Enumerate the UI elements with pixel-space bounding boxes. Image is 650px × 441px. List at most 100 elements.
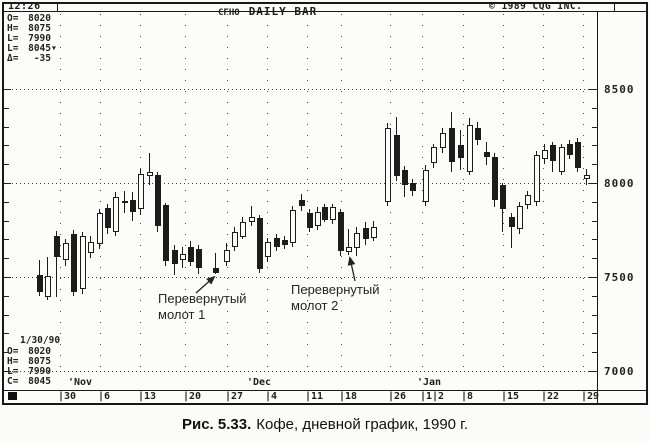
candle-body (440, 133, 446, 149)
x-axis-month-label: 'Nov (68, 377, 93, 388)
candle-body (63, 243, 69, 261)
candle-body (550, 145, 556, 162)
grid-line-vertical (185, 14, 186, 376)
quote-field-value: 8075 (28, 23, 51, 34)
x-axis-tick-label: |30 (58, 391, 77, 402)
candle-inverted-hammer-body (346, 246, 352, 252)
grid-line-vertical (463, 14, 464, 376)
quote-field-label: C= (7, 376, 19, 387)
quote-field-value: 8020 (28, 13, 51, 24)
candle-body (172, 249, 178, 264)
candle-body (138, 173, 144, 210)
x-axis-tick-label: |1|2 (420, 391, 445, 402)
candle-inverted-hammer-body (213, 267, 219, 273)
quote-field-value: 8045 (28, 43, 51, 54)
candle-body (188, 246, 194, 262)
y-axis-tick-left (4, 258, 9, 260)
y-axis-tick-left (4, 89, 11, 90)
y-axis-tick (589, 183, 597, 184)
candle-body (423, 169, 429, 202)
annotation-line: молот 1 (158, 306, 206, 322)
quote-field-label: L= (7, 43, 19, 54)
grid-line-vertical (543, 14, 544, 376)
quote-field-label: H= (7, 23, 19, 34)
candle-body (402, 169, 408, 185)
candle-body (363, 228, 369, 240)
candle-body (155, 174, 161, 227)
candle-body (394, 135, 400, 177)
candle-body (196, 248, 202, 268)
candle-body (475, 128, 481, 140)
x-axis-tick-label: |26 (388, 391, 407, 402)
y-axis-tick-left (4, 371, 11, 372)
chart-frame (2, 2, 648, 405)
candle-body (282, 240, 288, 246)
x-axis-tick-label: |22 (541, 391, 560, 402)
y-axis-tick (592, 314, 597, 316)
grid-line-vertical (422, 14, 423, 376)
y-axis-tick-left (4, 220, 9, 222)
candle-body (130, 199, 136, 213)
x-axis-tick-label: |27 (225, 391, 244, 402)
quote-field-value: 8020 (28, 346, 51, 357)
quote-field-value: 7990 (28, 33, 51, 44)
grid-line-vertical (341, 14, 342, 376)
quote-row: L= 7990 (7, 33, 56, 44)
candle-body (525, 195, 531, 205)
grid-line-horizontal (8, 277, 597, 278)
x-axis-tick-label: |18 (339, 391, 358, 402)
x-axis-month-label: 'Dec (247, 377, 272, 388)
candle-body (458, 145, 464, 158)
quote-field-value: 8075 (28, 356, 51, 367)
candle-body (449, 127, 455, 163)
candle-body (517, 205, 523, 230)
x-axis-tick-label: |4 (265, 391, 278, 402)
y-axis-tick-left (4, 277, 11, 278)
candle-body (122, 200, 128, 203)
grid-line-horizontal (8, 183, 597, 184)
header-divider (614, 2, 615, 11)
grid-line-horizontal (8, 371, 597, 372)
candle-body (257, 217, 263, 270)
y-axis-tick (589, 89, 597, 90)
quote-row: C= 8045 (7, 376, 60, 387)
clock-divider (57, 2, 58, 11)
grid-line-vertical (227, 14, 228, 376)
y-axis-tick-left (4, 295, 9, 297)
x-axis-line (2, 390, 648, 391)
quote-row: H= 8075 (7, 356, 60, 367)
candle-body (385, 127, 391, 202)
y-axis-tick-left (4, 333, 9, 335)
candle-body (299, 199, 305, 207)
candle-body (163, 204, 169, 261)
y-axis-label: 7500 (604, 271, 635, 284)
y-axis-tick (592, 126, 597, 128)
y-axis-tick (592, 239, 597, 241)
candle-body (534, 154, 540, 202)
series-marker-square (8, 392, 17, 400)
candle-body (354, 232, 360, 248)
y-axis-tick-left (4, 352, 9, 354)
annotation-line: Перевернутый (291, 282, 380, 297)
candle-body (232, 231, 238, 247)
candle-body (71, 233, 77, 293)
quote-row: H= 8075 (7, 23, 56, 34)
y-axis-tick (592, 145, 597, 147)
y-axis-tick-left (4, 164, 9, 166)
candle-body (575, 141, 581, 168)
y-axis-tick-left (4, 239, 9, 241)
header-underline (2, 11, 648, 12)
y-axis-label: 7000 (604, 365, 635, 378)
annotation-label-2: Перевернутый молот 2 (291, 282, 380, 313)
y-axis-tick (589, 371, 597, 372)
candle-body (315, 212, 321, 227)
candle-body (265, 242, 271, 258)
candle-body (224, 249, 230, 262)
copyright-label: © 1989 CQG INC. (489, 1, 583, 12)
grid-line-vertical (267, 14, 268, 376)
candle-body (492, 156, 498, 200)
candle-inverted-hammer-wick (215, 252, 216, 275)
candle-body (45, 276, 51, 297)
candle-body (80, 235, 86, 290)
candle-body (240, 222, 246, 237)
